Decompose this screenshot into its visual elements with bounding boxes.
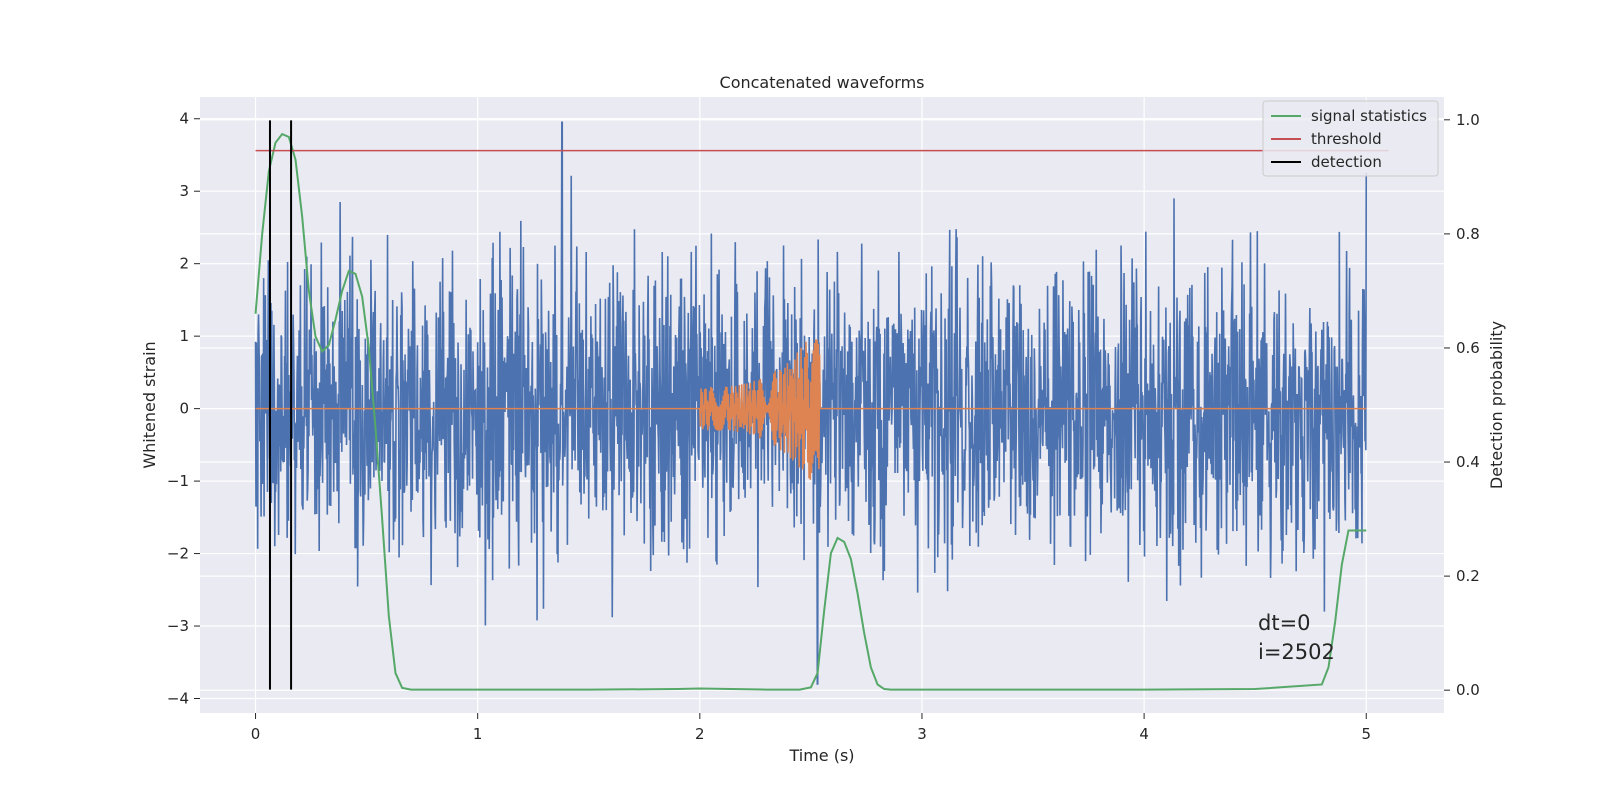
y-tick-label-right: 1.0 [1456, 111, 1480, 129]
series-chirp-waveform [255, 339, 1367, 480]
legend-label-detection: detection [1311, 153, 1382, 171]
legend-label-threshold: threshold [1311, 130, 1382, 148]
x-tick-label: 5 [1361, 725, 1371, 743]
y-axis-label-left: Whitened strain [140, 341, 159, 468]
y-tick-label-left: −3 [167, 617, 189, 635]
legend-box [1262, 100, 1439, 177]
y-axis-label-right: Detection probability [1487, 321, 1506, 489]
chart-title: Concatenated waveforms [720, 73, 925, 92]
y-tick-label-left: 4 [179, 110, 189, 128]
y-tick-label-left: 2 [179, 255, 189, 273]
x-tick-label: 1 [473, 725, 483, 743]
y-tick-label-right: 0.2 [1456, 567, 1480, 585]
y-tick-label-left: 1 [179, 327, 189, 345]
y-tick-label-right: 0.4 [1456, 453, 1480, 471]
y-tick-label-left: −4 [167, 690, 189, 708]
y-tick-label-left: −2 [167, 545, 189, 563]
y-tick-label-right: 0.0 [1456, 681, 1480, 699]
signal-statistics-line [254, 132, 1367, 691]
right-axis-series [254, 120, 1389, 691]
y-tick-label-left: 3 [179, 182, 189, 200]
legend-label-signal-statistics: signal statistics [1311, 107, 1427, 125]
series-whitened-noise [254, 121, 1368, 685]
legend: signal statistics threshold detection [1262, 100, 1439, 177]
x-tick-label: 4 [1139, 725, 1149, 743]
noise-trace [254, 121, 1368, 685]
y-tick-label-left: −1 [167, 472, 189, 490]
chirp-trace [255, 339, 1367, 480]
annotation-dt: dt=0 [1258, 611, 1311, 635]
x-tick-label: 3 [917, 725, 927, 743]
y-tick-label-right: 0.8 [1456, 225, 1480, 243]
x-tick-label: 0 [251, 725, 261, 743]
axes: 0 1 2 3 4 5 −4 −3 −2 −1 0 1 2 3 4 0.0 0.2 0.4 0.6 0.8 1.0 [167, 110, 1480, 743]
y-tick-label-right: 0.6 [1456, 339, 1480, 357]
x-tick-label: 2 [695, 725, 705, 743]
y-tick-label-left: 0 [179, 400, 189, 418]
annotation-index: i=2502 [1258, 640, 1335, 664]
x-axis-label: Time (s) [788, 746, 854, 765]
